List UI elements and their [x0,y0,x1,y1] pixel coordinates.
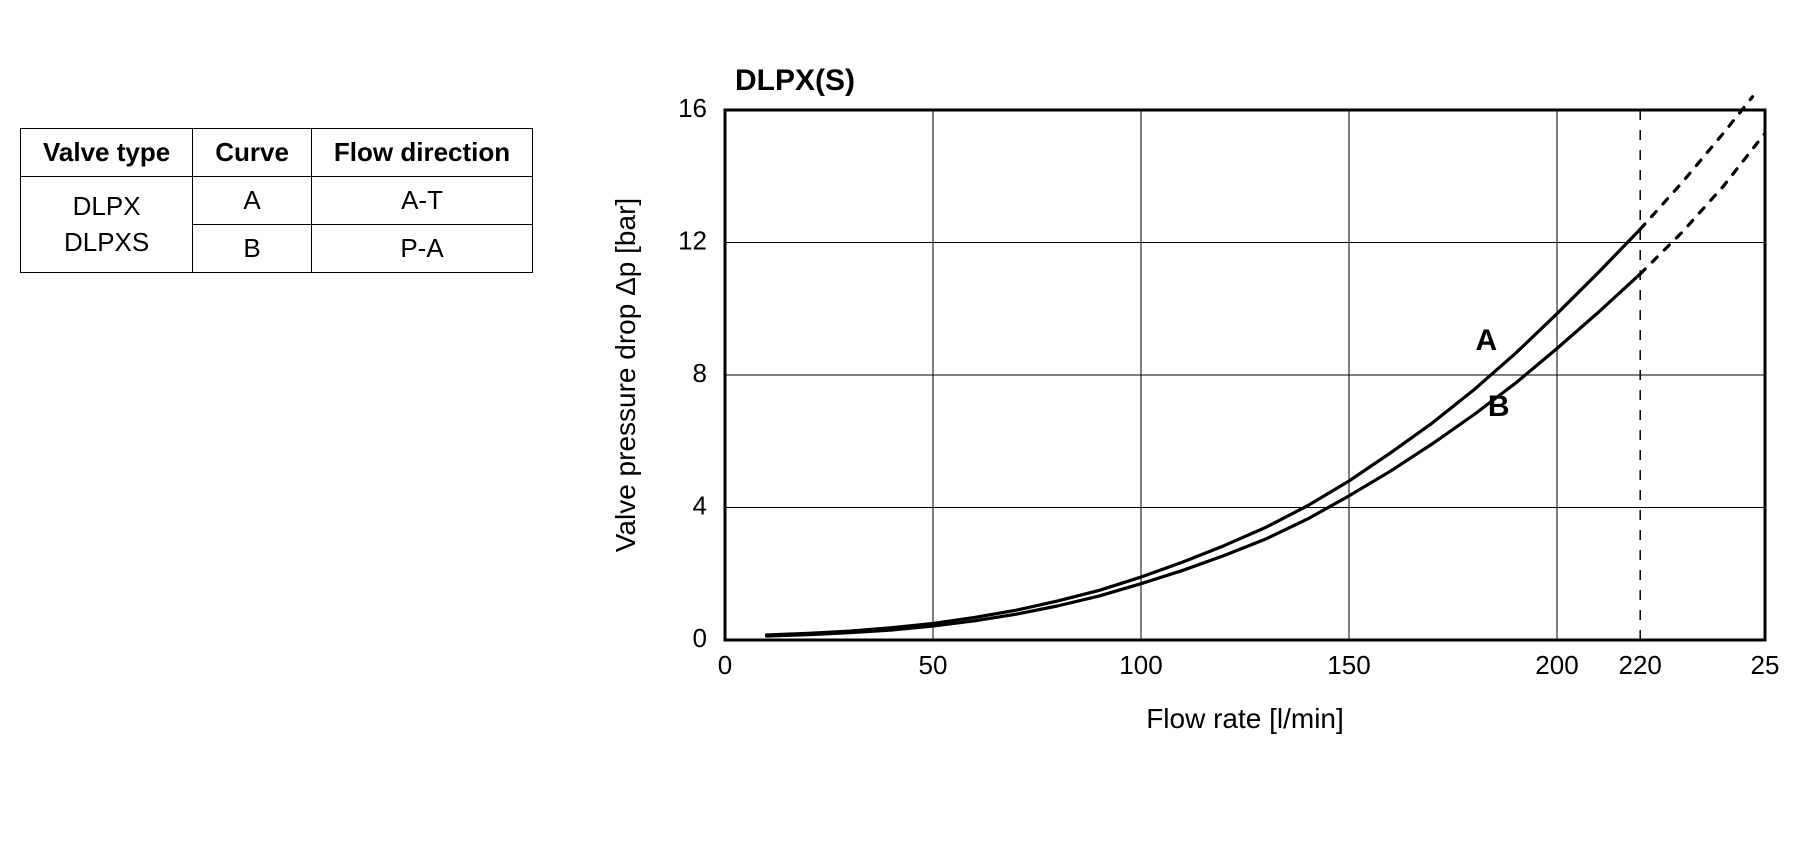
svg-text:25: 25 [1751,650,1780,680]
svg-text:Flow rate [l/min]: Flow rate [l/min] [1146,703,1344,734]
svg-text:8: 8 [693,358,707,388]
col-valve-type: Valve type [21,129,193,177]
svg-text:200: 200 [1535,650,1578,680]
col-curve: Curve [193,129,312,177]
table-header-row: Valve type Curve Flow direction [21,129,533,177]
cell-flowdir: P-A [311,225,532,273]
svg-text:A: A [1475,324,1497,357]
pressure-drop-chart: AB048121605010015020022025DLPX(S)Valve p… [575,40,1775,800]
svg-text:150: 150 [1327,650,1370,680]
table-row: DLPX DLPXS A A-T [21,177,533,225]
svg-text:50: 50 [919,650,948,680]
cell-valve-types: DLPX DLPXS [21,177,193,273]
valve-table: Valve type Curve Flow direction DLPX DLP… [20,128,533,273]
svg-text:100: 100 [1119,650,1162,680]
cell-flowdir: A-T [311,177,532,225]
svg-text:0: 0 [693,623,707,653]
svg-text:12: 12 [678,225,707,255]
svg-text:B: B [1488,390,1510,423]
svg-text:DLPX(S): DLPX(S) [735,64,855,97]
svg-text:220: 220 [1619,650,1662,680]
page-root: Valve type Curve Flow direction DLPX DLP… [0,0,1796,844]
cell-curve: A [193,177,312,225]
cell-curve: B [193,225,312,273]
svg-text:4: 4 [693,490,707,520]
svg-text:0: 0 [718,650,732,680]
svg-text:Valve pressure drop Δp [bar]: Valve pressure drop Δp [bar] [610,198,641,552]
col-flow-dir: Flow direction [311,129,532,177]
svg-text:16: 16 [678,93,707,123]
chart-svg: AB048121605010015020022025DLPX(S)Valve p… [575,40,1775,800]
